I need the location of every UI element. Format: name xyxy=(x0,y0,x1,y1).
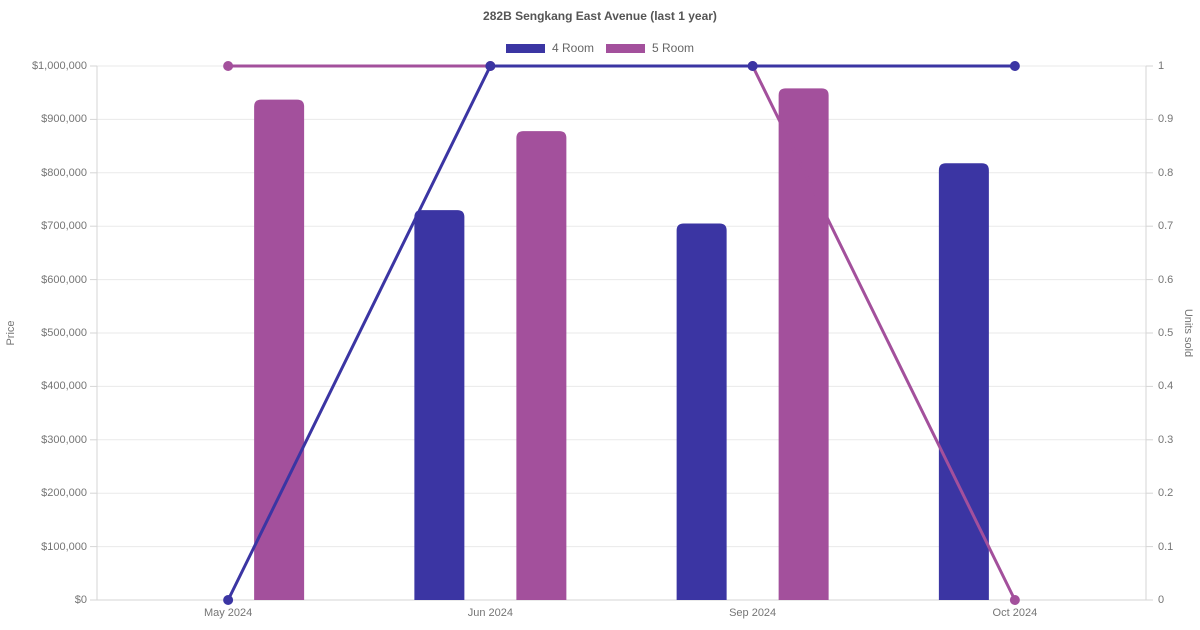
y-axis-tick-label-left: $900,000 xyxy=(41,113,87,126)
y-axis-tick-label-left: $100,000 xyxy=(41,540,87,553)
x-axis-tick-label-jun-2024: Jun 2024 xyxy=(467,607,514,619)
point-4-room-sep-2024[interactable] xyxy=(747,61,758,71)
point-5-room-oct-2024[interactable] xyxy=(1009,595,1020,605)
bar-5-room-sep-2024[interactable] xyxy=(778,88,829,600)
point-4-room-may-2024[interactable] xyxy=(223,595,234,605)
line-4-room xyxy=(226,64,1015,601)
y-axis-tick-label-right: 0.1 xyxy=(1158,540,1174,553)
y-axis-tick-label-left: $1,000,000 xyxy=(31,60,87,72)
bar-4-room-jun-2024[interactable] xyxy=(414,210,465,600)
y-axis-tick-label-right: 0.4 xyxy=(1158,380,1174,393)
bar-4-room-sep-2024[interactable] xyxy=(676,223,727,600)
y-axis-tick-label-right: 0 xyxy=(1158,594,1165,606)
legend-item-5-room[interactable]: 5 Room xyxy=(606,42,694,55)
y-axis-tick-label-right: 0.5 xyxy=(1158,327,1174,339)
legend-item-4-room[interactable]: 4 Room xyxy=(505,41,594,55)
y-axis-tick-label-right: 0.8 xyxy=(1158,166,1174,179)
bar-4-room-oct-2024[interactable] xyxy=(938,163,989,601)
y-axis-tick-label-right: 1 xyxy=(1158,60,1165,72)
bar-5-room-may-2024[interactable] xyxy=(254,99,305,600)
y-axis-tick-label-left: $300,000 xyxy=(41,433,87,446)
point-4-room-jun-2024[interactable] xyxy=(485,61,496,71)
y-axis-tick-label-right: 0.9 xyxy=(1158,113,1174,126)
x-axis-tick-label-may-2024: May 2024 xyxy=(203,607,253,619)
legend: 4 Room 5 Room xyxy=(0,42,1200,55)
y-axis-tick-label-left: $500,000 xyxy=(41,327,87,339)
y-axis-tick-label-left: $800,000 xyxy=(41,166,87,179)
y-axis-tick-label-right: 0.3 xyxy=(1158,433,1174,446)
y-axis-tick-label-left: $0 xyxy=(74,594,87,606)
legend-label-4-room: 4 Room xyxy=(551,41,594,55)
y-axis-tick-label-left: $200,000 xyxy=(41,487,87,500)
bar-5-room-jun-2024[interactable] xyxy=(516,131,567,600)
y-axis-tick-label-left: $700,000 xyxy=(41,220,87,233)
chart-title: 282B Sengkang East Avenue (last 1 year) xyxy=(483,9,717,23)
y-axis-tick-label-right: 0.6 xyxy=(1158,273,1174,286)
y-axis-tick-label-left: $600,000 xyxy=(41,273,87,286)
y-axis-tick-label-right: 0.2 xyxy=(1158,487,1174,500)
x-axis-tick-label-oct-2024: Oct 2024 xyxy=(992,607,1038,619)
legend-swatch-5-room-icon xyxy=(606,44,645,53)
point-5-room-may-2024[interactable] xyxy=(223,61,234,71)
legend-label-5-room: 5 Room xyxy=(652,41,695,55)
legend-swatch-4-room-icon xyxy=(505,44,545,53)
x-axis-tick-label-sep-2024: Sep 2024 xyxy=(729,607,777,619)
point-4-room-oct-2024[interactable] xyxy=(1009,61,1020,71)
y-axis-tick-label-right: 0.7 xyxy=(1158,220,1174,233)
y-axis-tick-label-left: $400,000 xyxy=(41,380,87,393)
